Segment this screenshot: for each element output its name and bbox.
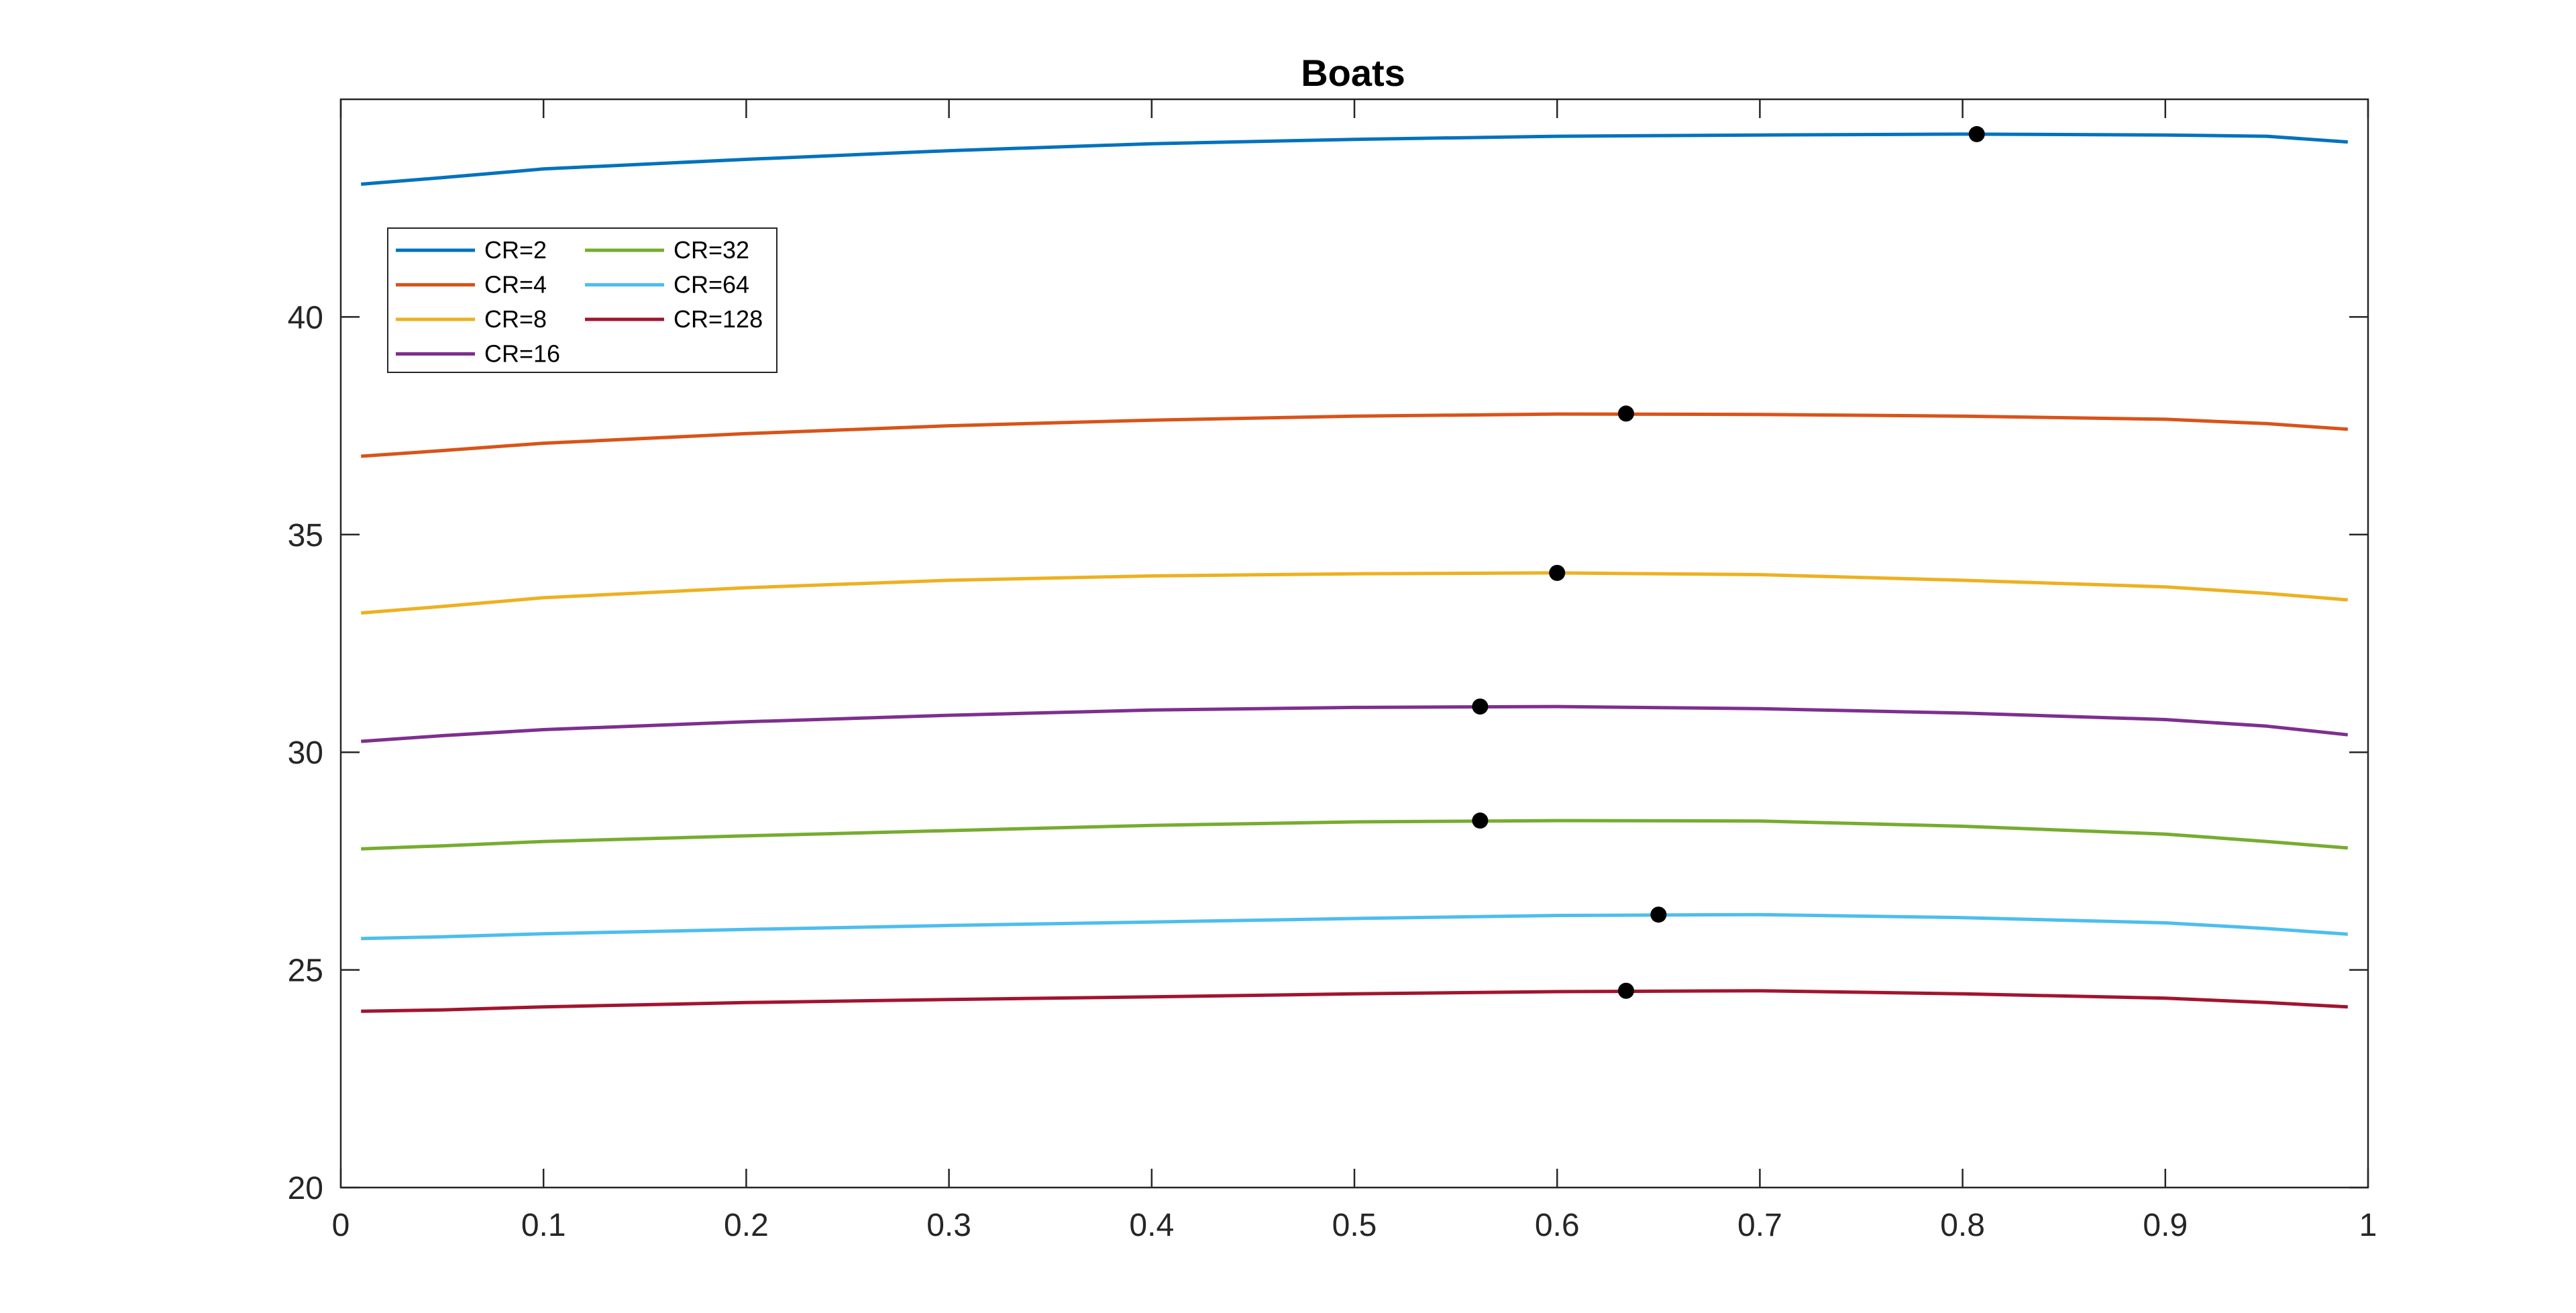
y-tick-label-2: 30 — [288, 735, 323, 771]
y-tick-label-4: 40 — [288, 300, 323, 335]
peak-marker-5 — [1650, 906, 1667, 923]
legend-label-2: CR=8 — [484, 305, 547, 333]
axes: 0 0.1 0.2 0.3 0.4 0.5 0.6 0.7 0.8 0.9 1 20 25 30 35 40 — [288, 98, 2377, 1243]
x-tick-label-1: 0.1 — [521, 1208, 566, 1243]
series-line-5 — [361, 912, 2348, 941]
y-tick-label-1: 25 — [288, 953, 323, 989]
legend: CR=2 CR=4 CR=8 CR=16 CR=32 CR=64 CR=128 — [387, 227, 777, 373]
series-line-4 — [361, 819, 2348, 851]
x-tick-label-6: 0.6 — [1535, 1208, 1580, 1243]
series-line-6 — [361, 989, 2348, 1013]
x-tick-label-2: 0.2 — [724, 1208, 769, 1243]
chart-title: Boats — [1301, 52, 1405, 94]
legend-box — [387, 227, 777, 373]
series-line-0 — [361, 132, 2348, 186]
plot-area — [361, 125, 2349, 1013]
legend-label-0: CR=2 — [484, 236, 547, 264]
x-tick-label-5: 0.5 — [1332, 1208, 1377, 1243]
series-line-1 — [361, 412, 2348, 458]
series-line-3 — [361, 704, 2349, 743]
peak-marker-0 — [1968, 125, 1985, 142]
legend-label-3: CR=16 — [484, 340, 560, 368]
peak-marker-4 — [1472, 812, 1489, 829]
x-tick-label-0: 0 — [332, 1208, 350, 1243]
legend-label-4: CR=32 — [674, 236, 749, 264]
x-tick-label-9: 0.9 — [2143, 1208, 2188, 1243]
x-tick-label-4: 0.4 — [1129, 1208, 1174, 1243]
y-tick-label-0: 20 — [288, 1171, 323, 1206]
peak-marker-1 — [1617, 405, 1634, 422]
legend-label-5: CR=64 — [674, 271, 749, 299]
x-tick-label-3: 0.3 — [926, 1208, 971, 1243]
peak-marker-2 — [1549, 564, 1566, 581]
series-line-2 — [361, 571, 2348, 615]
peak-marker-6 — [1617, 982, 1634, 999]
y-tick-label-3: 35 — [288, 518, 323, 554]
legend-label-1: CR=4 — [484, 271, 547, 299]
x-tick-label-8: 0.8 — [1940, 1208, 1985, 1243]
x-tick-label-10: 1 — [2359, 1208, 2377, 1243]
legend-label-6: CR=128 — [674, 305, 763, 333]
x-tick-label-7: 0.7 — [1737, 1208, 1782, 1243]
peak-marker-3 — [1472, 698, 1489, 715]
